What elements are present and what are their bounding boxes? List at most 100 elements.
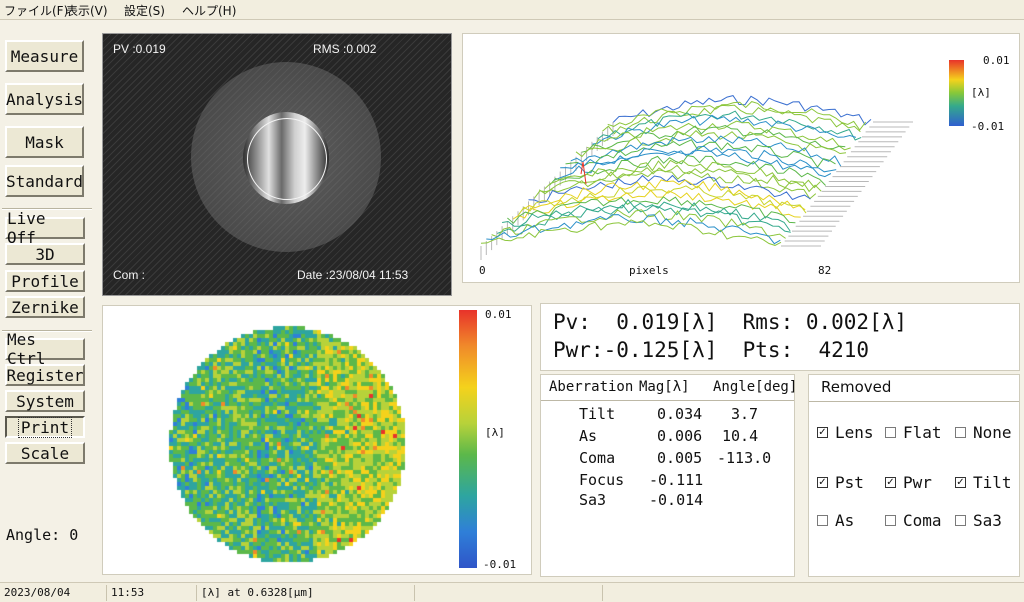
checkbox-box[interactable] bbox=[817, 515, 828, 526]
surface-line bbox=[517, 185, 807, 216]
aberration-name: Coma bbox=[579, 449, 616, 467]
measure-button[interactable]: Measure bbox=[5, 40, 84, 72]
aberration-name: Tilt bbox=[579, 405, 616, 423]
checkbox-label: Coma bbox=[903, 511, 942, 530]
checkbox-box[interactable] bbox=[955, 515, 966, 526]
camera-comment: Com : bbox=[113, 268, 146, 282]
surface-line bbox=[533, 169, 817, 200]
surface-line bbox=[596, 110, 862, 141]
checkbox-box[interactable] bbox=[955, 427, 966, 438]
header-angle: Angle[deg] bbox=[713, 379, 798, 395]
surface-line bbox=[491, 209, 786, 239]
menu-settings[interactable]: 設定(S) bbox=[124, 4, 165, 18]
status-bar: 2023/08/04 11:53 [λ] at 0.6328[μm] bbox=[0, 582, 1024, 602]
surface-line bbox=[586, 120, 851, 151]
phase-map-panel: 0.01 [λ] -0.01 bbox=[102, 305, 532, 575]
checkbox-label: Tilt bbox=[973, 473, 1012, 492]
checkbox-label: As bbox=[835, 511, 855, 530]
surface-line bbox=[554, 149, 832, 181]
surface-spike bbox=[580, 161, 587, 185]
scale-unit-label: [λ] bbox=[971, 86, 991, 99]
menu-file[interactable]: ファイル(F) bbox=[4, 4, 69, 18]
header-mag: Mag[λ] bbox=[639, 379, 690, 395]
mes-ctrl-button[interactable]: Mes Ctrl bbox=[5, 330, 85, 368]
aberration-name: As bbox=[579, 427, 598, 445]
checkbox-tilt[interactable]: ✓ Tilt bbox=[955, 473, 1012, 492]
analysis-button[interactable]: Analysis bbox=[5, 83, 84, 115]
surface-line bbox=[528, 174, 811, 204]
x-axis-label: pixels bbox=[629, 264, 669, 277]
surface-line bbox=[607, 101, 867, 131]
map-color-scale bbox=[459, 310, 477, 568]
checkbox-box[interactable]: ✓ bbox=[955, 477, 966, 488]
live-off-button[interactable]: Live Off bbox=[5, 209, 85, 247]
checkbox-box[interactable]: ✓ bbox=[817, 477, 828, 488]
status-wavelength: [λ] at 0.6328[μm] bbox=[196, 585, 412, 601]
removed-title: Removed bbox=[821, 378, 892, 396]
aberration-angle: -113.0 bbox=[717, 449, 772, 467]
checkbox-sa3[interactable]: Sa3 bbox=[955, 511, 1002, 530]
pv-rms-readout: Pv: 0.019[λ] Rms: 0.002[λ] bbox=[553, 310, 908, 334]
surface-line bbox=[565, 139, 836, 168]
surface-line bbox=[560, 145, 837, 173]
aberration-name: Sa3 bbox=[579, 491, 607, 509]
scale-button[interactable]: Scale bbox=[5, 442, 85, 464]
pwr-pts-readout: Pwr:-0.125[λ] Pts: 4210 bbox=[553, 338, 870, 362]
color-scale-bar bbox=[949, 60, 964, 126]
surface-line bbox=[591, 114, 857, 145]
checkbox-label: Pst bbox=[835, 473, 864, 492]
scale-max-label: 0.01 bbox=[983, 54, 1010, 67]
camera-view: PV :0.019 RMS :0.002 Com : Date :23/08/0… bbox=[102, 33, 452, 296]
3d-button[interactable]: 3D bbox=[5, 243, 85, 265]
surface-line bbox=[502, 198, 791, 232]
system-button[interactable]: System bbox=[5, 390, 85, 412]
checkbox-box[interactable]: ✓ bbox=[817, 427, 828, 438]
checkbox-label: None bbox=[973, 423, 1012, 442]
table-row: As 0.006 10.4 bbox=[541, 427, 794, 448]
surface-line bbox=[575, 130, 847, 158]
checkbox-pst[interactable]: ✓ Pst bbox=[817, 473, 864, 492]
menu-help[interactable]: ヘルプ(H) bbox=[182, 4, 237, 18]
zernike-button[interactable]: Zernike bbox=[5, 296, 85, 318]
profile-button[interactable]: Profile bbox=[5, 270, 85, 292]
status-cell-empty bbox=[602, 585, 1022, 601]
checkbox-box[interactable] bbox=[885, 427, 896, 438]
aberration-name: Focus bbox=[579, 471, 625, 489]
standard-button[interactable]: Standard bbox=[5, 165, 84, 197]
checkbox-box[interactable]: ✓ bbox=[885, 477, 896, 488]
print-button[interactable]: Print bbox=[5, 416, 85, 438]
mask-button[interactable]: Mask bbox=[5, 126, 84, 158]
checkbox-flat[interactable]: Flat bbox=[885, 423, 942, 442]
table-row: Focus -0.111 bbox=[541, 471, 794, 492]
status-time: 11:53 bbox=[106, 585, 194, 601]
table-row: Tilt 0.034 3.7 bbox=[541, 405, 794, 426]
aberration-table-header: Aberration Mag[λ] Angle[deg] bbox=[541, 375, 798, 401]
results-panel: Pv: 0.019[λ] Rms: 0.002[λ] Pwr:-0.125[λ]… bbox=[540, 303, 1020, 371]
removed-divider bbox=[809, 401, 1019, 402]
menu-view[interactable]: 表示(V) bbox=[66, 4, 108, 18]
surface-line bbox=[507, 196, 796, 224]
aberration-mag: 0.034 bbox=[657, 405, 703, 423]
camera-pv: PV :0.019 bbox=[113, 42, 166, 56]
angle-readout: Angle: 0 bbox=[6, 526, 79, 544]
table-row: Coma 0.005 -113.0 bbox=[541, 449, 794, 470]
checkbox-label: Lens bbox=[835, 423, 874, 442]
status-cell-empty bbox=[414, 585, 600, 601]
surface-line bbox=[544, 159, 821, 190]
header-aberration: Aberration bbox=[549, 379, 634, 395]
map-scale-min: -0.01 bbox=[483, 558, 517, 571]
checkbox-as[interactable]: As bbox=[817, 511, 854, 530]
checkbox-pwr[interactable]: ✓ Pwr bbox=[885, 473, 932, 492]
surface-line bbox=[570, 135, 842, 167]
checkbox-box[interactable] bbox=[885, 515, 896, 526]
surface-3d-plot: 0.01 [λ] -0.01 0 pixels 82 bbox=[462, 33, 1020, 283]
aberration-mag: 0.005 bbox=[657, 449, 703, 467]
status-date: 2023/08/04 bbox=[4, 586, 71, 599]
map-scale-unit: [λ] bbox=[485, 426, 505, 439]
checkbox-lens[interactable]: ✓ Lens bbox=[817, 423, 874, 442]
register-button[interactable]: Register bbox=[5, 364, 85, 386]
removed-terms-panel: Removed ✓ Lens Flat None ✓ Pst ✓ Pwr ✓ Tilt As Coma… bbox=[808, 374, 1020, 577]
camera-rms: RMS :0.002 bbox=[313, 42, 377, 56]
checkbox-coma[interactable]: Coma bbox=[885, 511, 942, 530]
checkbox-none[interactable]: None bbox=[955, 423, 1012, 442]
